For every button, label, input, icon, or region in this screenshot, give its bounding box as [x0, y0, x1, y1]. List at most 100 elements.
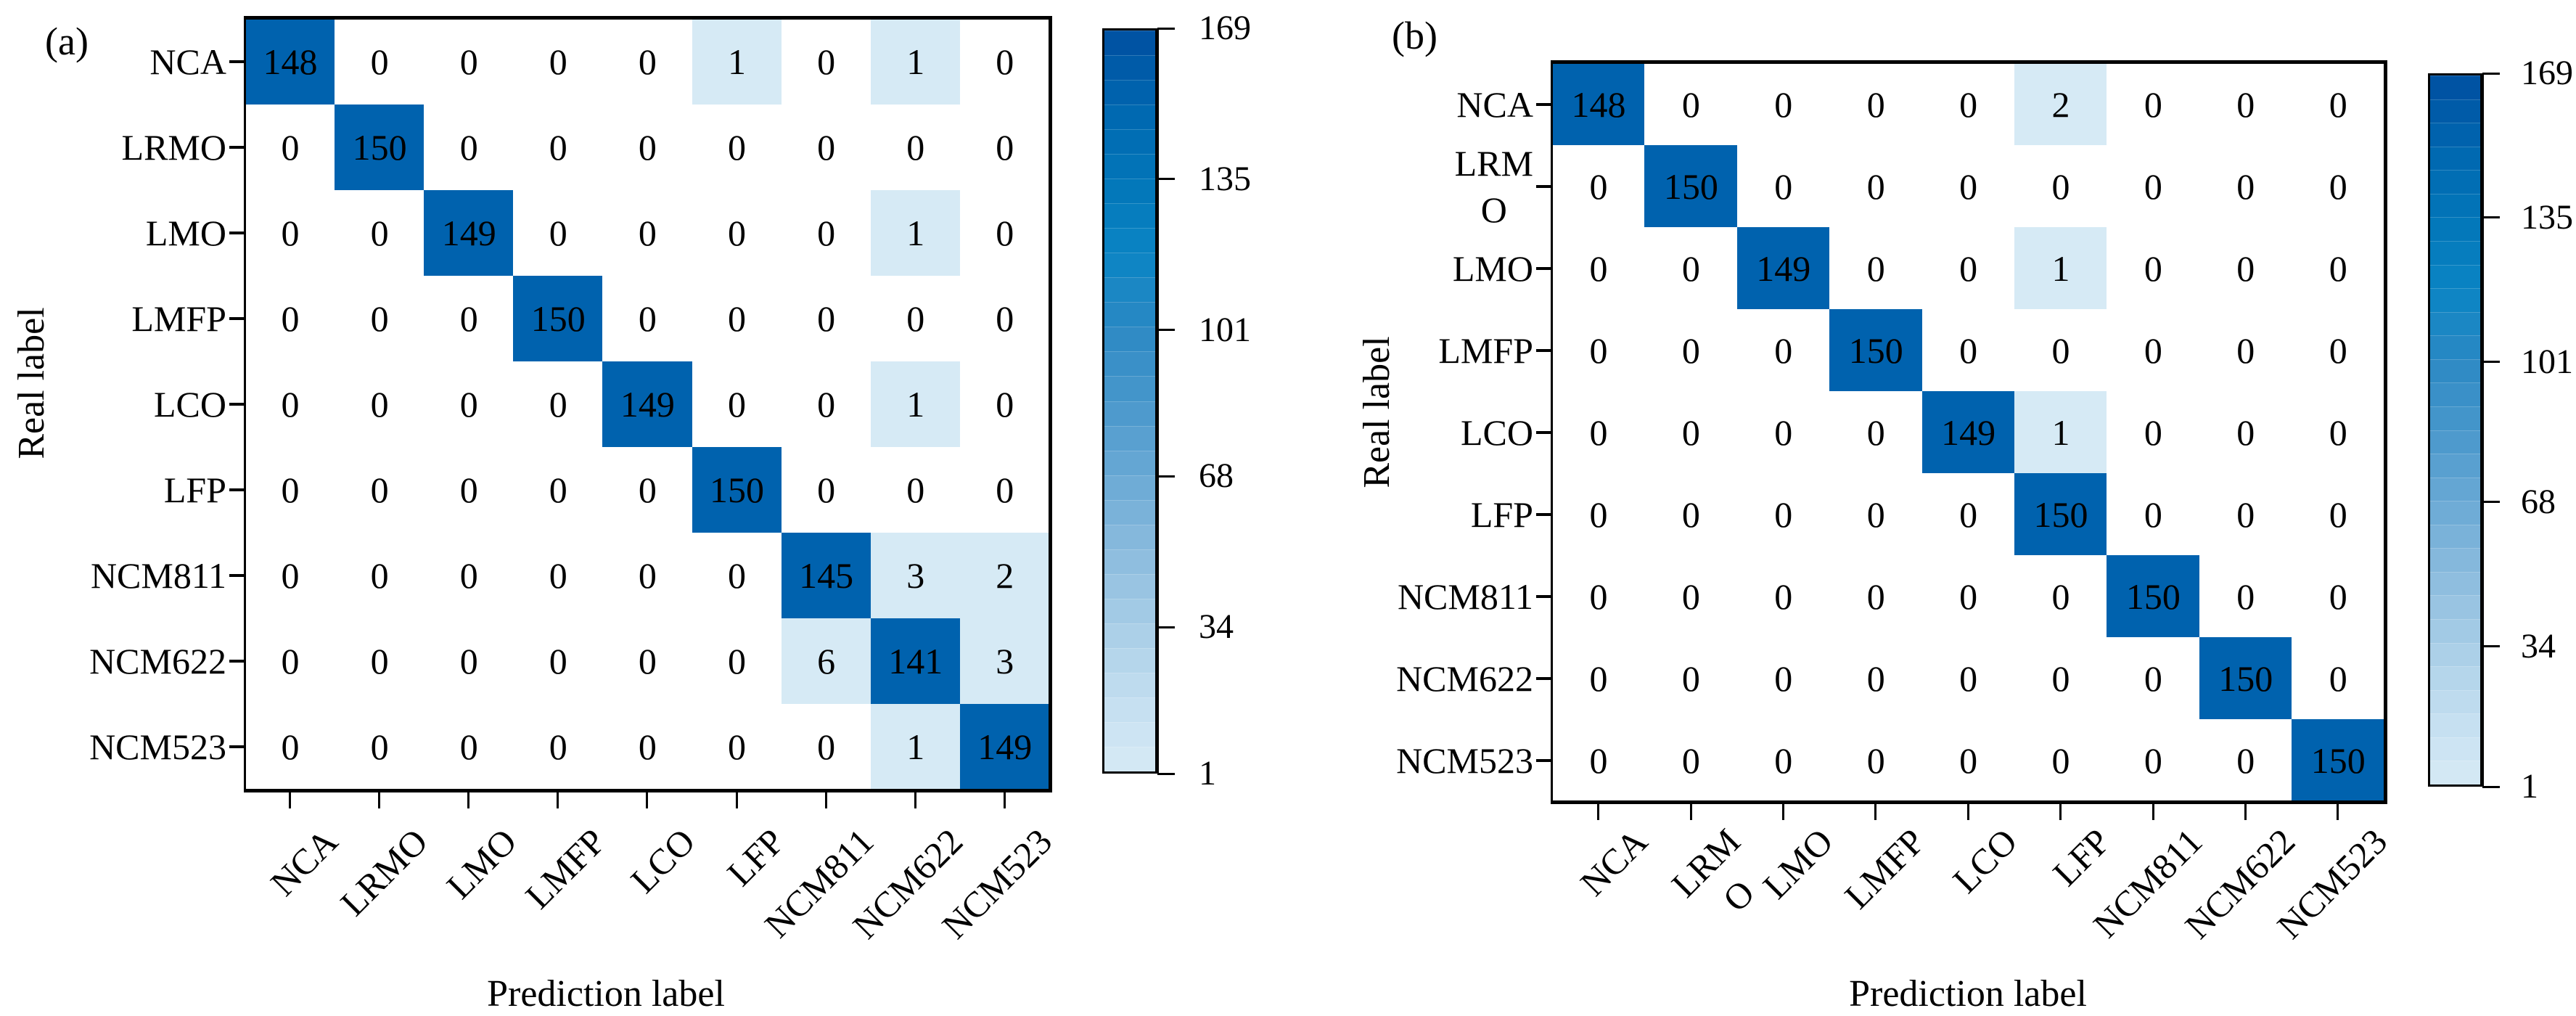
panel-a-confusion-matrix: (a) Real label Prediction label 148 0 0 0 0 1…	[11, 11, 1251, 1015]
colorbar-band	[1104, 376, 1155, 402]
y-tick-label-line: NCA	[1456, 83, 1533, 125]
y-tick-label-line: LMFP	[131, 298, 226, 339]
matrix-cell: 0	[781, 704, 871, 790]
y-tick-label: NCA	[1456, 81, 1533, 128]
x-tick	[467, 792, 470, 808]
matrix-cell: 0	[1736, 473, 1830, 555]
matrix-cell: 0	[1736, 309, 1830, 391]
matrix-cell: 0	[245, 447, 335, 533]
y-tick	[229, 403, 244, 406]
matrix-cell: 0	[1921, 555, 2015, 637]
y-tick-label-line: NCA	[149, 41, 226, 82]
matrix-cell: 0	[1829, 145, 1923, 227]
matrix-cell: 0	[870, 105, 961, 190]
matrix-cell: 141	[870, 618, 961, 704]
x-tick	[735, 792, 738, 808]
x-tick	[1597, 804, 1600, 820]
matrix-cell: 0	[781, 105, 871, 190]
colorbar-band	[2430, 689, 2480, 715]
colorbar	[1102, 28, 1159, 774]
colorbar-band	[1104, 351, 1155, 377]
matrix-cell: 0	[245, 190, 335, 276]
y-tick-label-line: NCM523	[1396, 740, 1533, 781]
colorbar-tick	[1157, 329, 1175, 332]
x-tick	[1782, 804, 1784, 820]
colorbar-band	[2430, 619, 2480, 644]
colorbar-band	[2430, 264, 2480, 290]
matrix-cell: 0	[959, 19, 1050, 105]
matrix-cell: 0	[245, 105, 335, 190]
matrix-cell: 150	[335, 105, 425, 190]
x-tick	[2337, 804, 2339, 820]
colorbar-band	[1104, 499, 1155, 525]
matrix-cell: 0	[1736, 719, 1830, 801]
matrix-cell: 0	[335, 190, 425, 276]
colorbar-band	[2430, 501, 2480, 525]
y-tick-label-line: LFP	[163, 470, 226, 510]
colorbar-tick	[1157, 772, 1175, 775]
colorbar-band	[1104, 55, 1155, 81]
x-tick	[1003, 792, 1006, 808]
matrix-cell: 0	[424, 105, 514, 190]
colorbar-band	[1104, 697, 1155, 723]
colorbar-tick-label: 34	[2521, 626, 2556, 665]
colorbar-band	[2430, 146, 2480, 171]
matrix-cell: 0	[1921, 637, 2015, 719]
matrix-cell: 0	[424, 361, 514, 447]
matrix-cell: 0	[692, 361, 782, 447]
matrix-cell: 0	[424, 618, 514, 704]
matrix-cell: 1	[870, 361, 961, 447]
matrix-cell: 0	[513, 618, 604, 704]
matrix-cell: 1	[692, 19, 782, 105]
colorbar-tick-label: 68	[1199, 456, 1234, 496]
matrix-cell: 0	[1644, 555, 1738, 637]
y-tick-label: LRMO	[122, 124, 226, 171]
matrix-cell: 0	[513, 704, 604, 790]
y-tick	[1536, 676, 1551, 680]
x-tick-label: LCO	[1943, 819, 2027, 903]
matrix-cell: 0	[2199, 555, 2292, 637]
colorbar-band	[2430, 761, 2480, 784]
y-tick-label: LMFP	[1438, 327, 1533, 374]
colorbar-tick-label: 68	[2521, 482, 2556, 521]
colorbar-tick	[2482, 645, 2500, 648]
matrix-cell: 0	[1644, 719, 1738, 801]
colorbar-tick	[2482, 216, 2500, 219]
y-tick-label: LFP	[164, 467, 226, 513]
matrix-cell: 0	[959, 361, 1050, 447]
y-tick	[229, 488, 244, 491]
y-tick	[229, 232, 244, 234]
colorbar-band	[1104, 721, 1155, 747]
matrix-cell: 0	[1829, 391, 1923, 473]
matrix-cell: 0	[1552, 309, 1645, 391]
colorbar-band	[2430, 524, 2480, 549]
colorbar-band	[2430, 571, 2480, 597]
colorbar-tick-label: 135	[1199, 159, 1251, 198]
matrix-cell: 6	[781, 618, 871, 704]
matrix-cell: 0	[1921, 719, 2015, 801]
matrix-cell: 0	[781, 447, 871, 533]
y-tick	[1536, 266, 1551, 270]
matrix-cell: 0	[245, 704, 335, 790]
matrix-cell: 0	[2292, 391, 2385, 473]
colorbar-band	[1104, 598, 1155, 624]
colorbar-band	[1104, 425, 1155, 451]
matrix-cell: 1	[2014, 227, 2107, 309]
matrix-cell: 0	[692, 276, 782, 361]
colorbar-band	[2430, 595, 2480, 620]
matrix-cell: 0	[424, 19, 514, 105]
y-tick-label-line: LCO	[1461, 411, 1533, 453]
colorbar-band	[1104, 277, 1155, 303]
y-tick-label: LFP	[1471, 491, 1533, 538]
matrix-cell: 0	[1921, 309, 2015, 391]
matrix-cell: 145	[781, 533, 871, 618]
matrix-cell: 0	[2292, 63, 2385, 145]
matrix-cell: 0	[1552, 637, 1645, 719]
panel-a-x-axis-title: Prediction label	[487, 973, 725, 1015]
x-tick-label-line: LMFP	[1836, 820, 1932, 917]
y-tick	[229, 745, 244, 748]
matrix-cell: 0	[959, 276, 1050, 361]
matrix-cell: 150	[513, 276, 604, 361]
y-tick-label: LMO	[1453, 245, 1533, 292]
